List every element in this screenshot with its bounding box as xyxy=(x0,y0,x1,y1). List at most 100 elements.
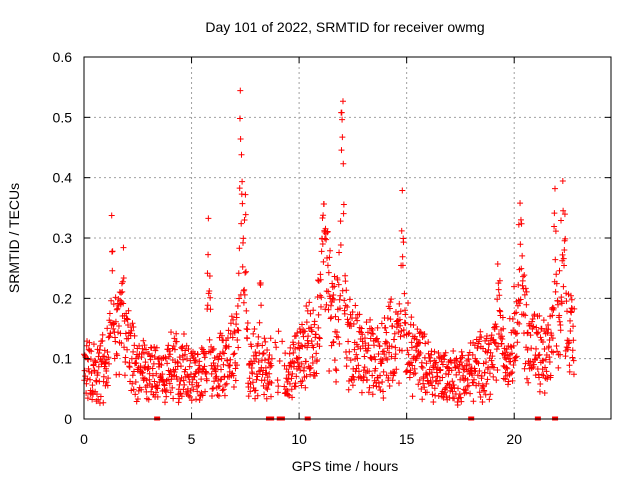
data-point xyxy=(313,350,320,357)
data-point xyxy=(261,357,268,364)
data-point xyxy=(303,319,310,326)
data-point xyxy=(261,377,268,384)
data-point xyxy=(144,366,151,373)
data-point xyxy=(254,373,261,380)
data-point xyxy=(99,353,106,360)
data-point xyxy=(392,344,399,351)
data-point xyxy=(217,376,224,383)
data-point xyxy=(392,355,399,362)
data-point xyxy=(358,389,365,396)
data-point xyxy=(345,386,352,393)
data-point xyxy=(406,374,413,381)
data-point xyxy=(92,359,99,366)
data-point xyxy=(358,325,365,332)
data-point xyxy=(242,211,249,218)
data-point xyxy=(102,359,109,366)
data-point xyxy=(459,352,466,359)
data-point xyxy=(415,381,422,388)
data-point xyxy=(196,358,203,365)
data-point xyxy=(180,331,187,338)
data-point xyxy=(299,343,306,350)
data-point xyxy=(339,98,346,105)
data-point xyxy=(556,318,563,325)
data-point xyxy=(534,330,541,337)
data-point xyxy=(261,335,268,342)
data-point xyxy=(289,394,296,401)
data-point xyxy=(342,278,349,285)
data-point xyxy=(326,367,333,374)
data-point xyxy=(321,200,328,207)
data-point xyxy=(279,338,286,345)
data-point xyxy=(371,353,378,360)
data-point xyxy=(400,326,407,333)
data-point xyxy=(545,326,552,333)
data-point xyxy=(105,375,112,382)
data-point xyxy=(112,318,119,325)
data-point xyxy=(488,357,495,364)
data-point xyxy=(343,287,350,294)
data-point xyxy=(175,399,182,406)
data-point xyxy=(431,385,438,392)
data-point xyxy=(424,389,431,396)
data-point xyxy=(380,368,387,375)
data-point xyxy=(211,365,218,372)
data-point xyxy=(237,136,244,143)
data-point xyxy=(218,376,225,383)
data-point xyxy=(503,356,510,363)
data-point xyxy=(336,340,343,347)
data-point xyxy=(268,379,275,386)
data-point xyxy=(524,330,531,337)
data-point xyxy=(159,371,166,378)
data-point xyxy=(293,332,300,339)
data-point xyxy=(149,365,156,372)
data-point xyxy=(298,360,305,367)
data-point xyxy=(371,342,378,349)
data-point xyxy=(527,332,534,339)
data-point xyxy=(332,313,339,320)
data-point xyxy=(288,375,295,382)
data-point xyxy=(254,392,261,399)
data-point xyxy=(167,389,174,396)
data-point xyxy=(115,323,122,330)
data-point xyxy=(557,351,564,358)
data-point xyxy=(477,393,484,400)
data-point xyxy=(345,338,352,345)
x-tick-label: 5 xyxy=(188,431,196,447)
data-point xyxy=(384,356,391,363)
data-point xyxy=(182,347,189,354)
data-point xyxy=(129,372,136,379)
data-point xyxy=(177,377,184,384)
data-point xyxy=(351,346,358,353)
data-point xyxy=(109,267,116,274)
data-point xyxy=(234,302,241,309)
data-point xyxy=(196,397,203,404)
data-point xyxy=(425,339,432,346)
data-point xyxy=(485,364,492,371)
data-point xyxy=(567,317,574,324)
data-point xyxy=(340,160,347,167)
data-point xyxy=(294,359,301,366)
data-point xyxy=(289,370,296,377)
data-point xyxy=(324,228,331,235)
data-point xyxy=(478,334,485,341)
data-point xyxy=(397,333,404,340)
data-point xyxy=(124,316,131,323)
data-point xyxy=(258,302,265,309)
data-point xyxy=(557,322,564,329)
data-point xyxy=(233,321,240,328)
data-point xyxy=(130,348,137,355)
data-point xyxy=(85,365,92,372)
data-point xyxy=(487,349,494,356)
data-point xyxy=(394,311,401,318)
y-tick-label: 0.6 xyxy=(53,49,73,65)
data-point xyxy=(395,380,402,387)
data-point xyxy=(413,336,420,343)
data-point xyxy=(418,386,425,393)
data-point xyxy=(266,370,273,377)
data-point xyxy=(307,364,314,371)
data-point xyxy=(539,338,546,345)
data-point xyxy=(144,382,151,389)
data-point xyxy=(489,353,496,360)
data-point xyxy=(496,277,503,284)
